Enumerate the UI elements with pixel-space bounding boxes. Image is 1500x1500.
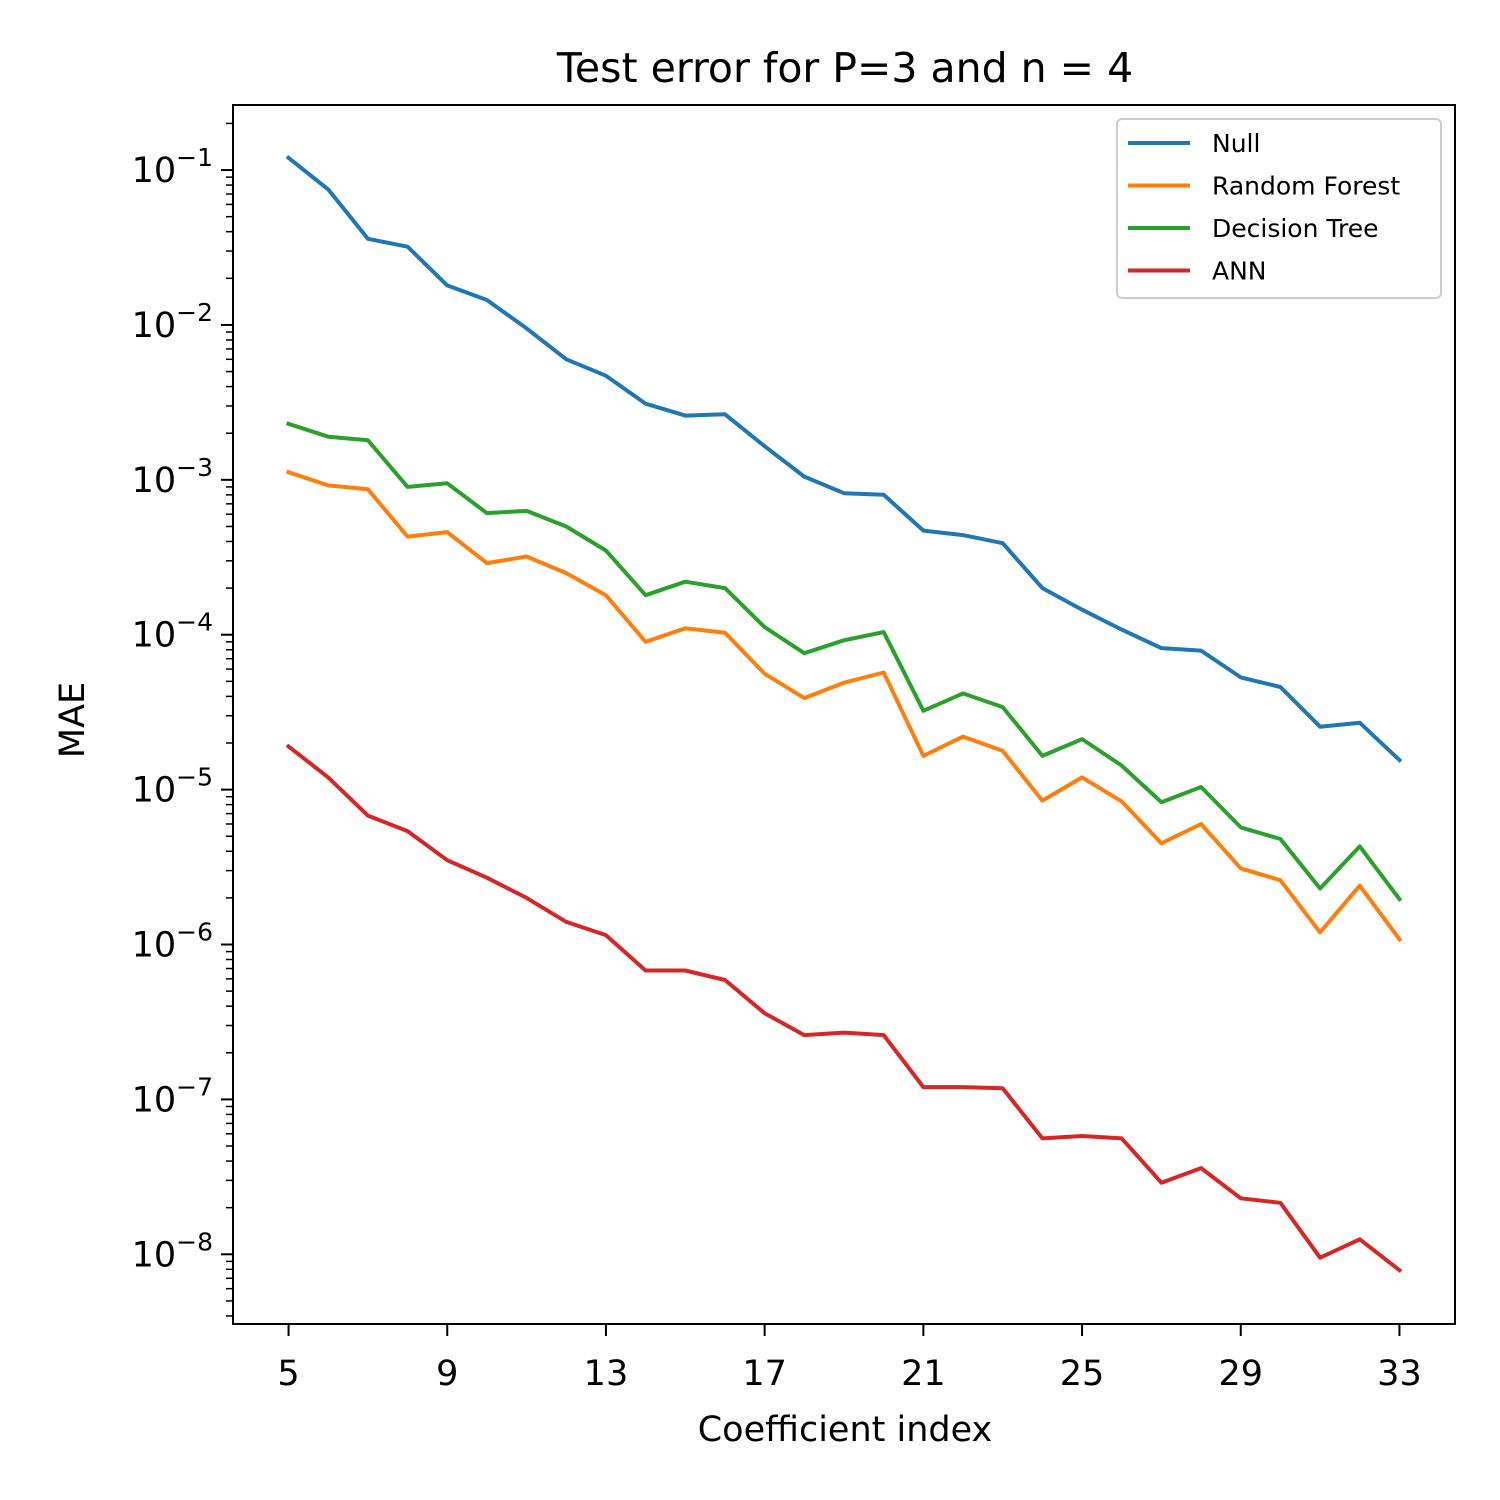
chart-title: Test error for P=3 and n = 4 [556, 44, 1133, 92]
y-tick-label: 10−4 [132, 608, 213, 656]
x-tick-label: 29 [1218, 1354, 1263, 1394]
legend-label: Null [1212, 129, 1260, 158]
y-tick-label: 10−3 [132, 453, 213, 501]
y-tick-label: 10−6 [132, 918, 213, 966]
legend-label: Decision Tree [1212, 214, 1378, 243]
y-tick-label: 10−5 [132, 763, 213, 811]
y-tick-label: 10−7 [132, 1072, 213, 1120]
legend: Null Random Forest Decision Tree ANN [1116, 118, 1442, 299]
x-tick-label: 25 [1060, 1354, 1105, 1394]
series-line-decision-tree [285, 421, 1403, 903]
x-tick-label: 9 [436, 1354, 458, 1394]
x-tick-label: 33 [1377, 1354, 1422, 1394]
ticks-layer: 5 9 13 17 21 25 29 33 10−1 10−2 10−3 10−4 10−5 10−6 10… [132, 122, 1422, 1394]
legend-box [1116, 118, 1442, 299]
series-line-null [285, 154, 1403, 763]
y-tick-label: 10−1 [132, 143, 213, 191]
legend-label: ANN [1212, 257, 1267, 286]
lines-layer [285, 154, 1403, 1274]
y-tick-label: 10−8 [132, 1227, 213, 1275]
x-tick-label: 21 [901, 1354, 946, 1394]
series-line-ann [285, 743, 1403, 1274]
x-tick-label: 5 [277, 1354, 299, 1394]
x-tick-label: 17 [742, 1354, 787, 1394]
y-tick-label: 10−2 [132, 298, 213, 346]
legend-label: Random Forest [1212, 172, 1400, 201]
x-tick-label: 13 [584, 1354, 629, 1394]
plot-frame [232, 104, 1456, 1325]
series-line-random-forest [285, 469, 1403, 943]
y-axis-label: MAE [53, 682, 93, 758]
x-axis-label: Coefficient index [698, 1410, 993, 1450]
